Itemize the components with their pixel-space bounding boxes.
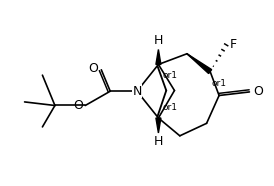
Text: or1: or1 bbox=[163, 71, 178, 80]
Text: N: N bbox=[132, 85, 142, 98]
Text: or1: or1 bbox=[212, 79, 227, 88]
Text: or1: or1 bbox=[163, 102, 178, 112]
Text: O: O bbox=[253, 85, 263, 98]
Text: H: H bbox=[154, 34, 163, 47]
Text: F: F bbox=[230, 38, 237, 51]
Text: O: O bbox=[73, 99, 83, 112]
Text: O: O bbox=[88, 62, 98, 75]
Text: H: H bbox=[154, 135, 163, 148]
Polygon shape bbox=[156, 118, 161, 133]
Polygon shape bbox=[156, 49, 161, 65]
Polygon shape bbox=[187, 54, 212, 74]
